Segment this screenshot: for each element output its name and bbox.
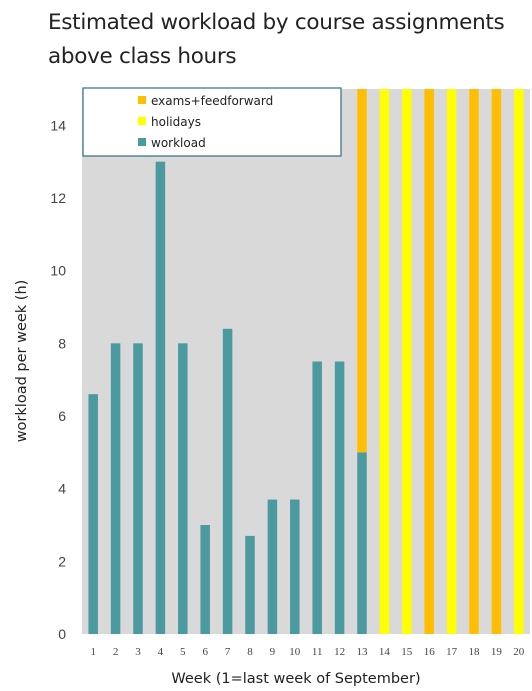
x-tick-label: 14 bbox=[379, 646, 391, 658]
bar-workload-week-3 bbox=[133, 343, 143, 634]
y-tick-label: 0 bbox=[58, 626, 66, 642]
x-tick-label: 18 bbox=[469, 646, 481, 658]
y-tick-label: 2 bbox=[58, 553, 66, 569]
bar-holidays-week-15 bbox=[402, 89, 412, 634]
y-tick-label: 4 bbox=[58, 481, 66, 497]
x-tick-label: 4 bbox=[158, 646, 164, 658]
plot-background bbox=[82, 89, 530, 634]
legend-label: holidays bbox=[151, 115, 201, 129]
legend-label: workload bbox=[151, 136, 206, 150]
bar-workload-week-1 bbox=[88, 394, 98, 634]
bar-workload-week-9 bbox=[267, 499, 278, 634]
y-tick-label: 8 bbox=[58, 335, 66, 351]
bar-exams-feedforward-week-18 bbox=[469, 89, 479, 634]
x-axis-label: Week (1=last week of September) bbox=[171, 671, 420, 687]
x-tick-label: 1 bbox=[90, 646, 96, 658]
x-tick-label: 3 bbox=[135, 646, 141, 658]
x-tick-label: 5 bbox=[180, 646, 186, 658]
y-axis-ticks: 0 2 4 6 8 10 12 14 bbox=[50, 117, 66, 642]
y-tick-label: 10 bbox=[50, 263, 66, 279]
x-tick-label: 9 bbox=[270, 646, 276, 658]
x-tick-label: 16 bbox=[424, 646, 436, 658]
y-axis-label: workload per week (h) bbox=[14, 280, 30, 443]
x-tick-label: 2 bbox=[113, 646, 119, 658]
legend-label: exams+feedforward bbox=[151, 94, 273, 108]
legend: exams+feedforward holidays workload bbox=[82, 87, 342, 157]
y-tick-label: 12 bbox=[50, 190, 66, 206]
bar-holidays-week-17 bbox=[446, 89, 457, 634]
bar-exams-feedforward-week-19 bbox=[491, 89, 502, 634]
x-tick-label: 20 bbox=[513, 646, 525, 658]
x-tick-label: 12 bbox=[334, 646, 345, 658]
bar-exams-feedforward-week-13 bbox=[357, 89, 367, 453]
bar-workload-week-7 bbox=[222, 328, 233, 634]
bar-workload-week-2 bbox=[110, 343, 121, 634]
x-tick-label: 13 bbox=[357, 646, 369, 658]
x-tick-label: 7 bbox=[225, 646, 231, 658]
x-tick-label: 6 bbox=[202, 646, 208, 658]
bar-holidays-week-14 bbox=[379, 89, 390, 634]
x-tick-label: 8 bbox=[247, 646, 253, 658]
bar-workload-week-8 bbox=[245, 535, 255, 634]
bar-workload-week-6 bbox=[200, 525, 210, 634]
bars-group bbox=[88, 89, 524, 635]
legend-swatch bbox=[138, 96, 146, 104]
bar-workload-week-12 bbox=[334, 361, 345, 634]
legend-swatch bbox=[138, 117, 146, 125]
chart-title: Estimated workload by course assignments… bbox=[48, 10, 505, 69]
bar-workload-week-5 bbox=[178, 343, 188, 634]
x-tick-label: 19 bbox=[491, 646, 503, 658]
bar-workload-week-10 bbox=[290, 499, 300, 634]
bar-workload-week-4 bbox=[155, 161, 166, 635]
bar-exams-feedforward-week-16 bbox=[424, 89, 434, 634]
legend-swatch bbox=[138, 138, 146, 146]
x-tick-label: 10 bbox=[289, 646, 301, 658]
bar-workload-week-13 bbox=[357, 452, 367, 634]
bar-holidays-week-20 bbox=[514, 89, 524, 634]
x-axis-ticks: 1 2 3 4 5 6 7 8 9 10 11 12 13 14 15 16 17 18 19 20 bbox=[90, 646, 524, 658]
x-tick-label: 15 bbox=[401, 646, 413, 658]
x-tick-label: 11 bbox=[312, 646, 323, 658]
y-tick-label: 6 bbox=[58, 408, 66, 424]
bar-workload-week-11 bbox=[312, 361, 322, 634]
x-tick-label: 17 bbox=[446, 646, 458, 658]
y-tick-label: 14 bbox=[50, 117, 66, 133]
legend-box bbox=[82, 87, 342, 157]
